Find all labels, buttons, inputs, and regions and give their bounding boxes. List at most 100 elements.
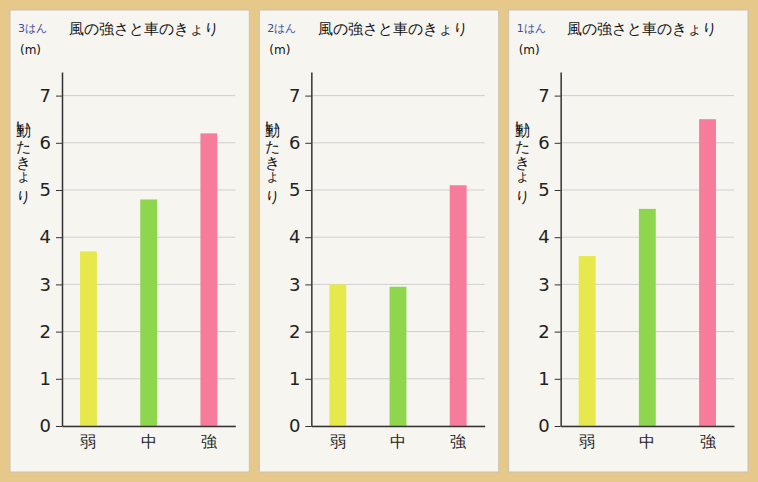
- plot: 01234567弱中強: [538, 73, 734, 452]
- y-unit: (m): [269, 43, 290, 57]
- bars: [579, 119, 716, 426]
- tick-label: 強: [201, 432, 217, 451]
- tick-label: 6: [289, 132, 300, 153]
- subtitle: 2はん: [267, 22, 296, 35]
- bar: [80, 251, 97, 426]
- title: 風の強さと車のきょり: [69, 20, 219, 38]
- panel: 3はん 風の強さと車のきょり (m) 動いたきょり 0 1 2 3 4 5 6 7 弱 中 強: [10, 10, 249, 472]
- tick: 中: [390, 426, 406, 451]
- tick: 6: [289, 132, 311, 153]
- y-axis: 0 1 2 3 4 5 6 7: [40, 73, 63, 437]
- bar: [329, 284, 346, 426]
- tick: 強: [450, 426, 466, 451]
- tick-mark: [555, 237, 561, 238]
- bars: [80, 133, 217, 426]
- panel-background: [259, 10, 498, 472]
- tick: 1: [538, 368, 560, 389]
- subtitle: 1はん: [517, 22, 546, 35]
- tick: 7: [538, 85, 560, 106]
- tick: 6: [538, 132, 560, 153]
- bar: [200, 133, 217, 426]
- tick-mark: [305, 96, 311, 97]
- tick-label: 強: [450, 432, 466, 451]
- tick-label: 5: [538, 179, 549, 200]
- chart-root: 3はん 風の強さと車のきょり (m) 動いたきょり 0 1 2 3 4 5 6 7 弱 中 強 2はん 風の強さ…: [0, 0, 758, 482]
- tick-label: 0: [289, 415, 300, 436]
- tick-label: 5: [289, 179, 300, 200]
- tick: 5: [289, 179, 311, 200]
- grid-line: [311, 95, 484, 96]
- tick-label: 4: [289, 226, 300, 247]
- tick-label: 6: [40, 132, 51, 153]
- axis-line: [560, 73, 562, 427]
- tick: 強: [700, 426, 716, 451]
- tick: 3: [289, 274, 311, 295]
- tick: 5: [40, 179, 62, 200]
- tick: 弱: [330, 426, 346, 451]
- tick-mark: [305, 284, 311, 285]
- tick-mark: [56, 143, 62, 144]
- tick-label: 7: [538, 85, 549, 106]
- tick-label: 2: [538, 321, 549, 342]
- tick-label: 弱: [330, 432, 346, 451]
- tick-label: 2: [40, 321, 51, 342]
- tick: 中: [141, 426, 157, 451]
- tick: 4: [538, 226, 560, 247]
- x-axis: 弱中強: [312, 426, 485, 451]
- tick-label: 7: [289, 85, 300, 106]
- plot: 0 1 2 3 4 5 6 7 弱 中 強: [289, 73, 485, 452]
- tick: 3: [40, 274, 62, 295]
- tick-mark: [555, 379, 561, 380]
- tick-label: 4: [40, 226, 51, 247]
- bar: [450, 185, 467, 426]
- tick: 強: [201, 426, 217, 451]
- tick: 5: [538, 179, 560, 200]
- tick-label: 中: [639, 432, 655, 451]
- subtitle: 3はん: [18, 22, 47, 35]
- tick-mark: [305, 143, 311, 144]
- tick-mark: [305, 332, 311, 333]
- tick: 2: [538, 321, 560, 342]
- tick: 0: [40, 415, 62, 436]
- bars: [329, 185, 466, 426]
- tick-mark: [555, 190, 561, 191]
- tick-label: 3: [538, 274, 549, 295]
- tick: 1: [289, 368, 311, 389]
- tick: 2: [40, 321, 62, 342]
- y-unit: (m): [20, 43, 41, 57]
- tick-mark: [305, 190, 311, 191]
- tick-mark: [555, 143, 561, 144]
- bar: [140, 199, 157, 426]
- y-axis-title: 動いたきょり: [514, 112, 532, 205]
- axis-line: [561, 426, 734, 428]
- tick-mark: [555, 96, 561, 97]
- bar: [699, 119, 716, 426]
- tick-mark: [555, 332, 561, 333]
- tick-label: 0: [538, 415, 549, 436]
- tick-label: 4: [538, 226, 549, 247]
- x-axis: 弱中強: [561, 426, 734, 451]
- tick: 弱: [80, 426, 96, 451]
- panel-background: [10, 10, 249, 472]
- tick: 7: [40, 85, 62, 106]
- tick-label: 7: [40, 85, 51, 106]
- tick-mark: [56, 96, 62, 97]
- tick-label: 2: [289, 321, 300, 342]
- tick: 0: [538, 415, 560, 436]
- bar: [390, 287, 407, 426]
- tick-label: 1: [40, 368, 51, 389]
- tick-mark: [56, 190, 62, 191]
- tick: 3: [538, 274, 560, 295]
- tick-mark: [56, 237, 62, 238]
- panel: 1はん風の強さと車のきょり(m)動いたきょり01234567弱中強: [509, 10, 748, 472]
- tick: 4: [289, 226, 311, 247]
- tick: 7: [289, 85, 311, 106]
- tick-label: 中: [390, 432, 406, 451]
- tick: 0: [289, 415, 311, 436]
- y-axis-title: 動いたきょり: [15, 112, 33, 205]
- panel-background: [509, 10, 748, 472]
- y-unit: (m): [519, 43, 540, 57]
- tick-label: 6: [538, 132, 549, 153]
- tick: 中: [639, 426, 655, 451]
- grid: [561, 96, 734, 426]
